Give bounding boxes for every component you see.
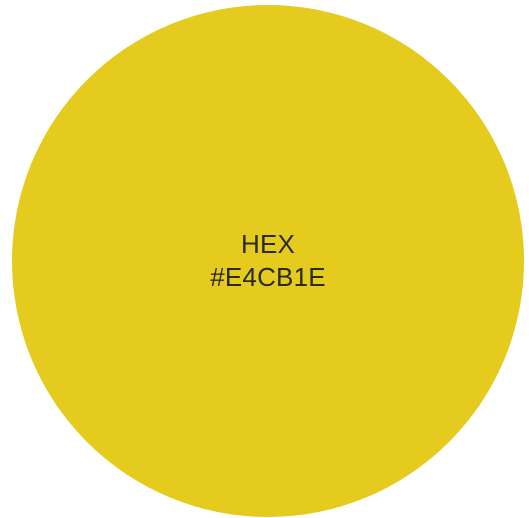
swatch-hex-value: #E4CB1E <box>210 262 326 292</box>
swatch-format-label: HEX <box>240 229 296 259</box>
color-swatch-circle: HEX #E4CB1E <box>12 5 524 517</box>
